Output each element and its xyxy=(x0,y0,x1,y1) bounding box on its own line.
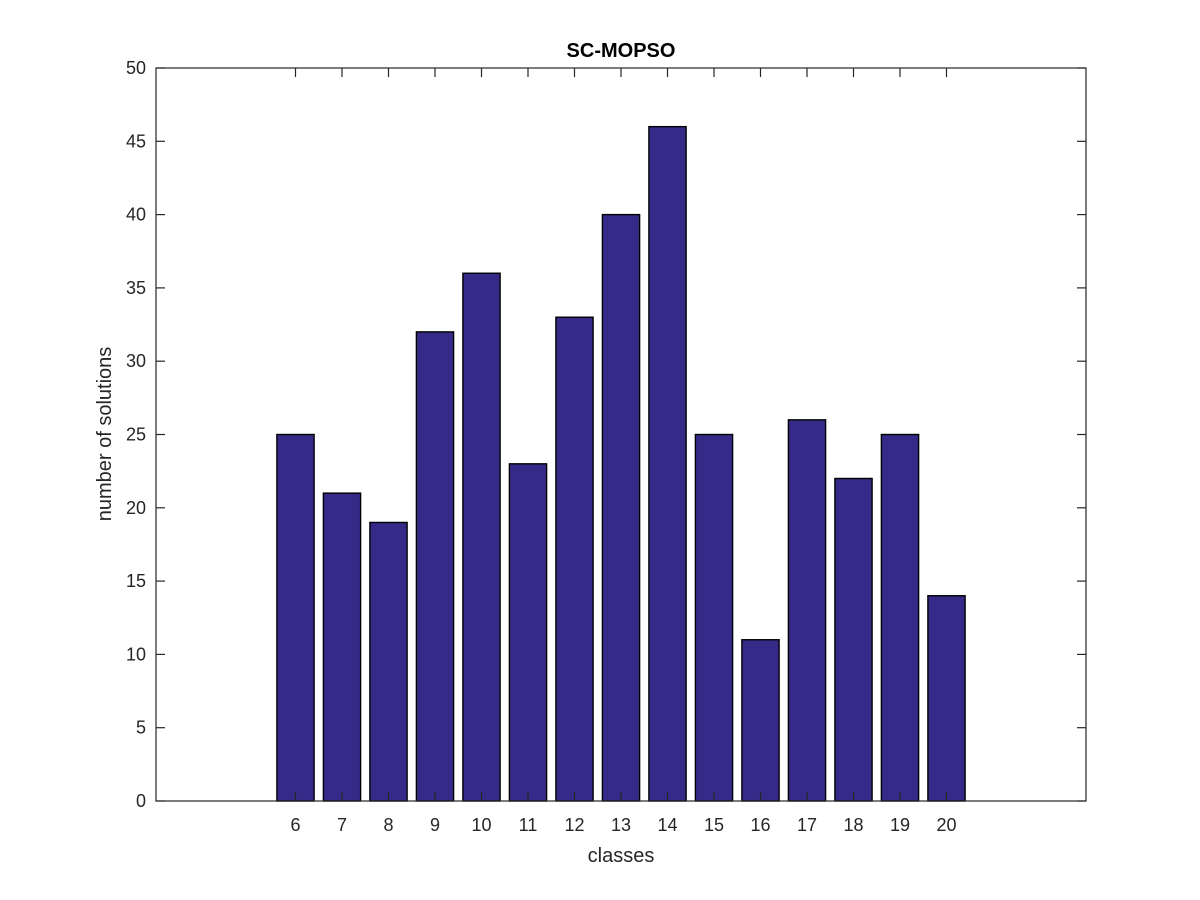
y-tick-label: 15 xyxy=(126,571,146,591)
x-tick-label: 10 xyxy=(471,815,491,835)
x-tick-label: 8 xyxy=(383,815,393,835)
bar-14 xyxy=(648,125,687,802)
y-tick-label: 0 xyxy=(136,791,146,811)
x-tick-label: 12 xyxy=(564,815,584,835)
plot-frame xyxy=(155,67,1087,802)
bar-16 xyxy=(741,639,780,802)
x-axis-ticks: 6 7 8 9 10 11 12 13 14 15 16 17 18 19 20 xyxy=(290,68,957,835)
x-tick-label: 7 xyxy=(337,815,347,835)
bar-10 xyxy=(462,272,501,802)
y-tick-label: 5 xyxy=(136,718,146,738)
x-tick-label: 15 xyxy=(704,815,724,835)
x-tick-label: 11 xyxy=(519,815,538,835)
x-tick-label: 17 xyxy=(797,815,817,835)
x-tick-label: 6 xyxy=(290,815,300,835)
y-axis-ticks: 0 5 10 15 20 25 30 35 40 45 50 xyxy=(126,58,1086,811)
x-tick-label: 13 xyxy=(611,815,631,835)
x-tick-label: 9 xyxy=(430,815,440,835)
bar-15 xyxy=(694,433,734,802)
y-tick-label: 10 xyxy=(126,644,146,664)
y-tick-label: 25 xyxy=(126,425,146,445)
bar-20 xyxy=(927,595,966,802)
bar-12 xyxy=(555,316,594,802)
x-tick-label: 19 xyxy=(890,815,910,835)
x-tick-label: 18 xyxy=(843,815,863,835)
y-tick-label: 35 xyxy=(126,278,146,298)
bars-group xyxy=(276,125,966,802)
y-tick-label: 50 xyxy=(126,58,146,78)
y-tick-label: 20 xyxy=(126,498,146,518)
y-tick-label: 45 xyxy=(126,131,146,151)
chart-title: SC-MOPSO xyxy=(567,40,676,62)
bar-7 xyxy=(322,492,362,802)
bar-17 xyxy=(787,419,827,802)
x-tick-label: 20 xyxy=(936,815,956,835)
x-tick-label: 14 xyxy=(657,815,677,835)
bar-6 xyxy=(276,433,315,802)
bar-19 xyxy=(880,433,920,802)
y-tick-label: 30 xyxy=(126,351,146,371)
x-tick-label: 16 xyxy=(750,815,770,835)
bar-18 xyxy=(834,477,873,802)
bar-13 xyxy=(601,213,641,802)
x-axis-label: classes xyxy=(588,845,655,867)
y-axis-label: number of solutions xyxy=(94,347,116,522)
y-tick-label: 40 xyxy=(126,205,146,225)
bar-9 xyxy=(415,331,455,802)
bar-11 xyxy=(508,463,548,802)
bar-8 xyxy=(369,521,408,802)
